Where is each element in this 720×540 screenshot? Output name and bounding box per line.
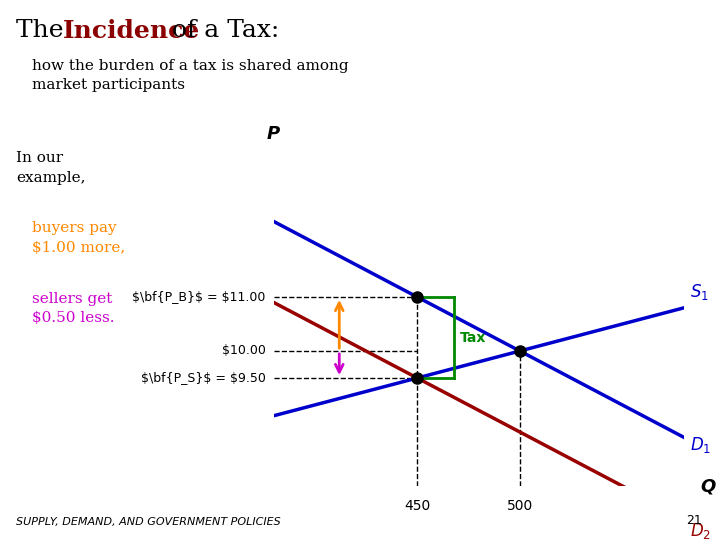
Text: The: The (16, 19, 71, 42)
Text: P: P (267, 125, 280, 143)
Text: 450: 450 (404, 500, 431, 514)
Text: Incidence: Incidence (63, 19, 201, 43)
Text: $D_1$: $D_1$ (690, 435, 711, 455)
Text: Tax: Tax (460, 330, 487, 345)
Text: $\bf{P_S}$ = $9.50: $\bf{P_S}$ = $9.50 (140, 372, 266, 384)
Text: $S_1$: $S_1$ (690, 282, 709, 302)
Text: $D_2$: $D_2$ (690, 521, 711, 540)
Text: SUPPLY, DEMAND, AND GOVERNMENT POLICIES: SUPPLY, DEMAND, AND GOVERNMENT POLICIES (16, 516, 281, 526)
Text: sellers get
$0.50 less.: sellers get $0.50 less. (32, 292, 115, 325)
Text: of a Tax:: of a Tax: (164, 19, 279, 42)
Text: Q: Q (701, 477, 716, 495)
Text: 21: 21 (686, 514, 702, 526)
Text: 500: 500 (507, 500, 533, 514)
Text: $\bf{P_B}$ = $11.00: $\bf{P_B}$ = $11.00 (132, 291, 266, 303)
Text: $10.00: $10.00 (222, 345, 266, 357)
Text: buyers pay
$1.00 more,: buyers pay $1.00 more, (32, 221, 126, 255)
Text: how the burden of a tax is shared among
market participants: how the burden of a tax is shared among … (32, 59, 349, 92)
Text: In our
example,: In our example, (16, 151, 86, 185)
